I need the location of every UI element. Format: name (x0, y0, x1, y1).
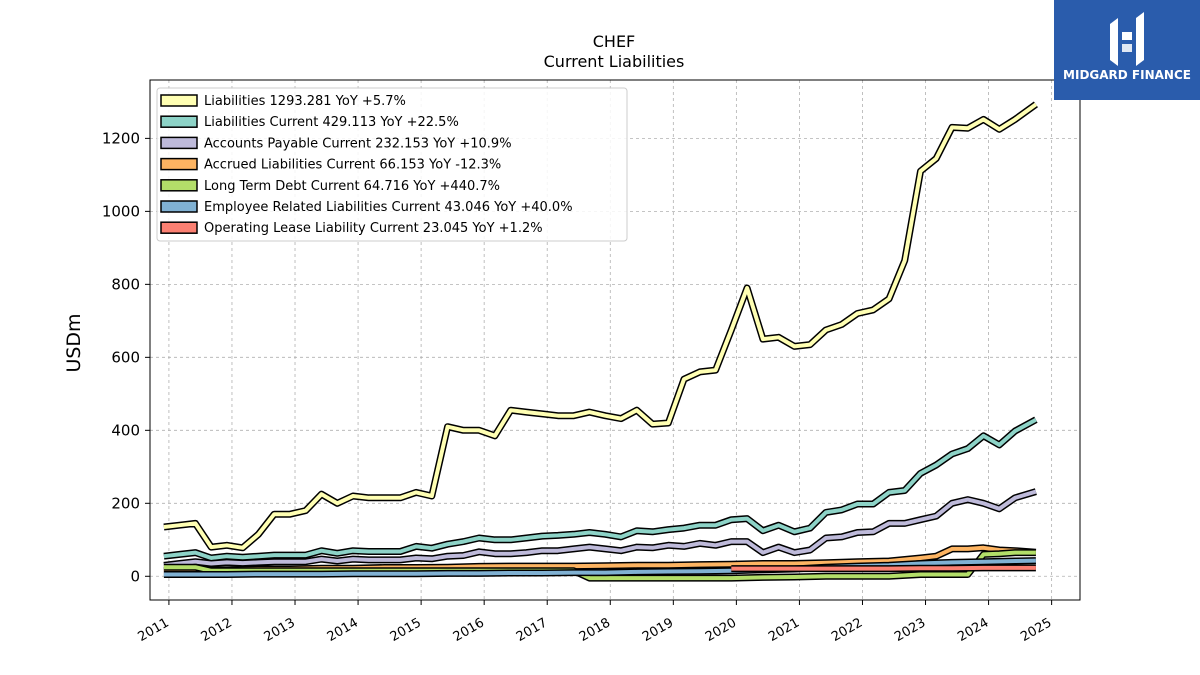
y-tick-label: 600 (111, 348, 140, 366)
x-tick-label: 2020 (703, 615, 739, 645)
x-tick-label: 2025 (1018, 615, 1054, 645)
series-line (163, 489, 1037, 568)
legend-label: Accounts Payable Current 232.153 YoY +10… (204, 136, 512, 151)
legend-entry: Accounts Payable Current 232.153 YoY +10… (160, 136, 512, 151)
legend-label: Operating Lease Liability Current 23.045… (204, 221, 543, 236)
legend-swatch (160, 136, 198, 150)
x-tick-label: 2012 (199, 615, 235, 645)
x-tick-label: 2016 (451, 615, 487, 645)
series-line (163, 417, 1037, 560)
y-tick-label: 800 (111, 275, 140, 293)
legend-swatch (160, 115, 198, 128)
legend-entry: Liabilities 1293.281 YoY +5.7% (160, 94, 406, 109)
chart-title: CHEF (593, 32, 636, 51)
brand-name: MIDGARD FINANCE (1063, 68, 1191, 82)
x-tick-label: 2013 (262, 615, 298, 645)
x-tick-label: 2023 (892, 615, 928, 645)
x-tick-label: 2011 (136, 615, 172, 645)
legend-label: Long Term Debt Current 64.716 YoY +440.7… (204, 179, 500, 194)
legend-entry: Long Term Debt Current 64.716 YoY +440.7… (160, 179, 500, 194)
legend-box (156, 87, 628, 242)
series-1 (163, 416, 1038, 562)
x-tick-label: 2017 (514, 615, 550, 645)
x-tick-label: 2018 (577, 615, 613, 645)
legend-label: Employee Related Liabilities Current 43.… (204, 200, 573, 215)
legend-swatch (160, 94, 198, 107)
legend-label: Accrued Liabilities Current 66.153 YoY -… (204, 158, 501, 173)
plot-frame (149, 79, 1081, 601)
y-tick-label: 1200 (102, 129, 140, 147)
series-6 (731, 564, 1036, 573)
y-axis-label: USDm (63, 313, 85, 372)
brand-logo: MIDGARD FINANCE (1054, 0, 1200, 100)
chart-subtitle: Current Liabilities (544, 52, 685, 71)
x-tick-label: 2014 (325, 615, 361, 645)
series-0 (163, 101, 1038, 552)
legend-swatch (160, 200, 198, 213)
legend-swatch (160, 179, 198, 192)
legend-entry: Liabilities Current 429.113 YoY +22.5% (160, 115, 459, 130)
legend-label: Liabilities 1293.281 YoY +5.7% (204, 94, 406, 109)
legend-entry: Accrued Liabilities Current 66.153 YoY -… (160, 157, 501, 173)
legend: Liabilities 1293.281 YoY +5.7% Liabilitie… (156, 87, 628, 242)
series-line (163, 558, 1036, 577)
series-5 (163, 557, 1036, 578)
y-tick-label: 400 (111, 421, 140, 439)
legend-swatch (160, 157, 198, 171)
legend-swatch (160, 221, 198, 234)
x-tick-label: 2015 (388, 615, 424, 645)
grid (150, 80, 1080, 600)
y-tick-label: 1000 (102, 202, 140, 220)
legend-label: Liabilities Current 429.113 YoY +22.5% (204, 115, 459, 130)
x-tick-label: 2021 (766, 615, 802, 645)
x-tick-label: 2022 (829, 615, 865, 645)
x-tick-label: 2019 (640, 615, 676, 645)
y-tick-label: 200 (111, 494, 140, 512)
series-layer (163, 101, 1038, 582)
legend-entry: Operating Lease Liability Current 23.045… (160, 221, 543, 236)
midgard-logo-icon (1110, 12, 1144, 66)
series-line (731, 565, 1036, 571)
legend-entry: Employee Related Liabilities Current 43.… (160, 200, 573, 215)
y-tick-label: 0 (130, 567, 140, 585)
series-2 (163, 488, 1037, 569)
x-tick-label: 2024 (955, 615, 991, 645)
series-line (163, 102, 1038, 550)
